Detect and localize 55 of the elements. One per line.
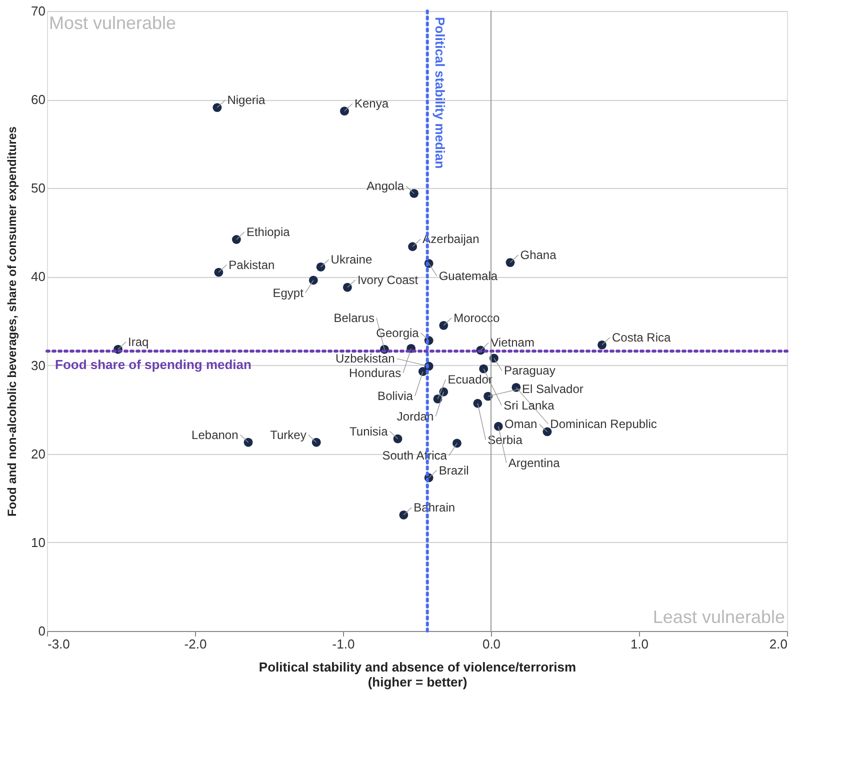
data-label: Ghana [520,248,557,262]
data-label: Jordan [396,409,434,424]
data-label: Nigeria [227,93,266,108]
data-label: Honduras [349,366,402,380]
data-label: Pakistan [228,258,275,272]
annotation: Most vulnerable [49,13,176,33]
data-label: Bahrain [414,500,456,514]
data-label: Paraguay [504,364,556,378]
data-label: Tunisia [350,424,388,438]
data-label: Turkey [270,428,306,442]
data-label: Sri Lanka [504,398,555,412]
data-label: Dominican Republic [550,416,657,431]
data-label: Bolivia [378,388,414,403]
y-axis-title: Food and non-alcoholic beverages, share of consumer expenditures [5,126,20,517]
y-tick-label: 40 [31,269,46,284]
y-tick-label: 70 [31,4,46,18]
y-tick-label: 10 [31,534,46,550]
x-tick-label: -3.0 [48,636,70,652]
data-label: Oman [504,417,538,432]
ref-line-label: Political stability median [432,17,448,169]
data-label: Azerbaijan [422,232,480,246]
x-tick-label: -2.0 [184,636,207,652]
data-label: Kenya [354,96,389,111]
data-label: El Salvador [522,382,584,396]
x-tick-label: 2.0 [769,636,788,652]
data-label: Costa Rica [612,330,672,344]
y-tick-label: 50 [31,180,46,196]
data-label: Morocco [454,310,500,325]
annotation: Least vulnerable [652,607,785,627]
x-axis-title: Political stability and absence of violence/terrorism (higher = better) [258,660,576,690]
x-tick-label: 1.0 [630,636,649,652]
data-label: Ukraine [330,252,372,266]
y-tick-label: 60 [31,92,46,108]
data-label: Serbia [488,432,523,447]
data-label: Lebanon [192,428,238,442]
data-label: Uzbekistan [335,352,395,366]
y-tick-label: 20 [31,446,46,462]
data-label: Ivory Coast [357,272,419,287]
data-label: Georgia [376,326,420,340]
x-tick-label: -1.0 [332,636,355,652]
data-label: Vietnam [490,336,534,350]
x-tick-label: 0.0 [482,636,501,652]
data-label: Argentina [508,456,560,470]
data-label: Angola [366,178,404,193]
data-label: Belarus [334,310,374,325]
data-label: Brazil [438,463,469,478]
ref-line-label: Food share of spending median [55,357,252,372]
data-label: Ethiopia [246,225,290,240]
data-label: Egypt [272,286,304,300]
data-label: Guatemala [438,268,498,283]
y-tick-label: 0 [38,624,46,638]
data-label: Iraq [128,334,149,349]
data-label: South Africa [382,448,448,463]
data-label: Ecuador [448,372,492,386]
y-tick-label: 30 [31,358,46,373]
